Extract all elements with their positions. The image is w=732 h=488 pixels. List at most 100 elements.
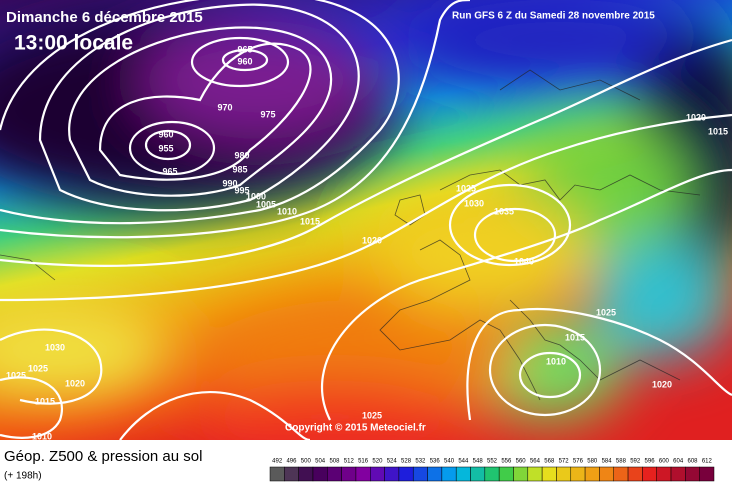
isobar-label: 1015 (708, 126, 728, 136)
scale-swatch (584, 466, 600, 482)
isobar-label: 1025 (456, 183, 476, 193)
isobar-label: 990 (222, 178, 237, 188)
scale-swatch (527, 466, 543, 482)
isobar-label: 1035 (494, 206, 514, 216)
scale-swatch (427, 466, 443, 482)
scale-label: 584 (602, 459, 613, 465)
scale-swatch (484, 466, 500, 482)
scale-swatch (513, 466, 529, 482)
scale-swatch (599, 466, 614, 482)
scale-swatch (298, 466, 314, 482)
isobar-label: 1025 (28, 363, 48, 373)
isobar-label: 1020 (686, 112, 706, 122)
isobar-labels: 965 960 970 975 960 955 965 980 985 9909951000100… (6, 44, 728, 441)
scale-label: 548 (473, 459, 484, 465)
scale-label: 496 (286, 459, 297, 465)
scale-label: 612 (702, 459, 713, 465)
isobar-label: 980 (234, 150, 249, 160)
scale-swatch (498, 466, 514, 482)
scale-label: 608 (688, 459, 699, 465)
scale-label: 568 (544, 459, 555, 465)
isobar-label: 955 (158, 143, 173, 153)
scale-label: 560 (516, 459, 527, 465)
scale-label: 508 (329, 459, 340, 465)
isobar-label: 1040 (514, 256, 534, 266)
forecast-date: Dimanche 6 décembre 2015 (6, 9, 203, 26)
copyright: Copyright © 2015 Meteociel.fr (285, 423, 426, 434)
isobar-label: 1030 (464, 198, 484, 208)
scale-swatch (284, 466, 299, 482)
scale-swatch (384, 466, 400, 482)
scale-label: 580 (587, 459, 598, 465)
scale-swatch (556, 466, 572, 482)
isobar-label: 1025 (362, 410, 382, 420)
scale-swatch (412, 466, 428, 482)
scale-swatch (685, 466, 700, 482)
scale-label: 536 (430, 459, 441, 465)
isobar-label: 1015 (565, 332, 585, 342)
scale-label: 596 (645, 459, 656, 465)
scale-swatch (541, 466, 557, 482)
scale-label: 520 (372, 459, 383, 465)
scale-label: 492 (272, 459, 283, 465)
isobar-label: 1020 (362, 235, 382, 245)
isobar-label: 985 (232, 164, 247, 174)
isobar-label: 970 (217, 102, 232, 112)
isobars (0, 0, 732, 440)
scale-label: 592 (630, 459, 641, 465)
coastlines (0, 69, 701, 401)
scale-swatch (441, 466, 457, 482)
isobar-label: 960 (237, 56, 252, 66)
isobar-label: 1030 (45, 342, 65, 352)
scale-label: 552 (487, 459, 498, 465)
scale-label: 504 (315, 459, 326, 465)
isobar-label: 975 (260, 109, 275, 119)
isobar-label: 1010 (546, 356, 566, 366)
scale-swatch (455, 466, 471, 482)
scale-swatch (355, 466, 371, 482)
scale-swatch (327, 466, 342, 482)
scale-swatch (269, 466, 285, 482)
isobar-label: 965 (237, 44, 252, 54)
scale-label: 532 (415, 459, 426, 465)
scale-swatch (642, 466, 657, 482)
scale-swatch (570, 466, 586, 482)
scale-label: 528 (401, 459, 412, 465)
run-info: Run GFS 6 Z du Samedi 28 novembre 2015 (452, 11, 655, 22)
forecast-lead: (+ 198h) (4, 471, 42, 482)
forecast-time: 13:00 locale (14, 32, 133, 55)
isobar-label: 1000 (246, 191, 266, 201)
scale-label: 564 (530, 459, 541, 465)
scale-swatch (341, 466, 357, 482)
scale-label: 500 (301, 459, 312, 465)
scale-swatch (470, 466, 486, 482)
isobar-label: 1025 (596, 307, 616, 317)
isobar-label: 1015 (300, 216, 320, 226)
isobar-label: 1010 (277, 206, 297, 216)
isobar-label: 995 (234, 185, 249, 195)
scale-swatch (312, 466, 328, 482)
scale-label: 588 (616, 459, 627, 465)
color-scale: 492 496 500 504 508 512 516 520 524 528 532 536 540 5… (269, 459, 715, 482)
isobar-label: 1015 (35, 396, 55, 406)
scale-swatch (670, 466, 686, 482)
isobar-label: 960 (158, 129, 173, 139)
isobar-label: 1025 (6, 370, 26, 380)
isobar-label: 1005 (256, 199, 276, 209)
scale-label: 544 (458, 459, 469, 465)
scale-swatch (627, 466, 643, 482)
scale-label: 556 (501, 459, 512, 465)
scale-label: 512 (344, 459, 355, 465)
footer-title: Géop. Z500 & pression au sol (4, 448, 202, 465)
scale-label: 600 (659, 459, 670, 465)
scale-label: 516 (358, 459, 369, 465)
scale-swatch (656, 466, 672, 482)
scale-label: 604 (673, 459, 684, 465)
isobar-label: 965 (162, 166, 177, 176)
scale-label: 572 (559, 459, 570, 465)
scale-swatch (370, 466, 385, 482)
scale-label: 576 (573, 459, 584, 465)
scale-swatch (699, 466, 715, 482)
scale-label: 540 (444, 459, 455, 465)
